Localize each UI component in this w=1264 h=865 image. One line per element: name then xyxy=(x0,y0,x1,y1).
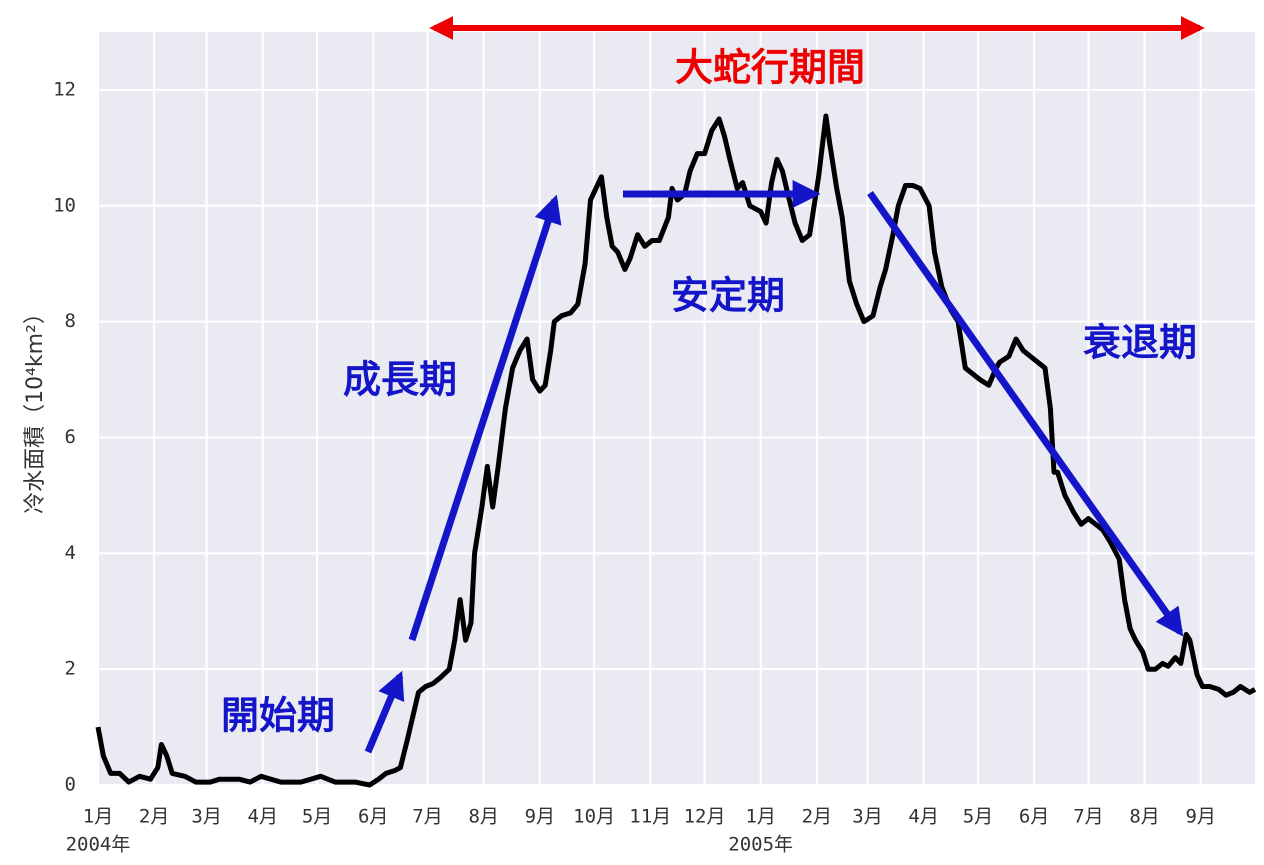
x-tick-label: 4月 xyxy=(908,806,938,828)
x-tick-label: 8月 xyxy=(468,806,498,828)
x-tick-label: 5月 xyxy=(302,806,332,828)
y-axis-label: 冷水面積（10⁴km²） xyxy=(23,302,48,514)
arrow xyxy=(364,670,405,754)
plot-area xyxy=(98,32,1255,785)
x-year-label: 2005年 xyxy=(728,834,793,856)
lines xyxy=(95,113,1257,788)
arrows xyxy=(364,15,1205,754)
arrow xyxy=(408,194,562,642)
x-tick-label: 2月 xyxy=(802,806,832,828)
annotation: 安定期 xyxy=(671,274,785,318)
x-tick-label: 11月 xyxy=(629,806,671,828)
annotation: 成長期 xyxy=(343,358,457,402)
y-tick-label: 6 xyxy=(65,426,76,448)
y-tick-label: 8 xyxy=(65,310,76,332)
y-tick-label: 2 xyxy=(65,658,76,680)
x-tick-label: 10月 xyxy=(573,806,615,828)
data-line xyxy=(95,113,1257,788)
x-tick-label: 6月 xyxy=(1019,806,1049,828)
x-tick-label: 1月 xyxy=(83,806,113,828)
annotation: 大蛇行期間 xyxy=(675,46,865,90)
x-tick-label: 8月 xyxy=(1129,806,1159,828)
x-tick-label: 9月 xyxy=(525,806,555,828)
x-tick-label: 12月 xyxy=(684,806,726,828)
x-tick-label: 5月 xyxy=(963,806,993,828)
annotation: 開始期 xyxy=(221,694,335,738)
x-tick-label: 9月 xyxy=(1185,806,1215,828)
x-tick-label: 3月 xyxy=(191,806,221,828)
x-tick-label: 1月 xyxy=(745,806,775,828)
x-tick-label: 3月 xyxy=(852,806,882,828)
y-tick-label: 10 xyxy=(53,194,76,216)
annotation: 衰退期 xyxy=(1083,321,1197,365)
y-tick-label: 12 xyxy=(53,78,76,100)
grid xyxy=(97,32,1255,786)
y-tick-label: 4 xyxy=(65,542,76,564)
x-tick-label: 7月 xyxy=(412,806,442,828)
arrow xyxy=(867,190,1184,637)
x-tick-label: 7月 xyxy=(1073,806,1103,828)
x-tick-label: 2月 xyxy=(139,806,169,828)
y-tick-label: 0 xyxy=(65,774,76,796)
x-year-label: 2004年 xyxy=(66,834,131,856)
x-tick-label: 4月 xyxy=(248,806,278,828)
x-tick-label: 6月 xyxy=(358,806,388,828)
